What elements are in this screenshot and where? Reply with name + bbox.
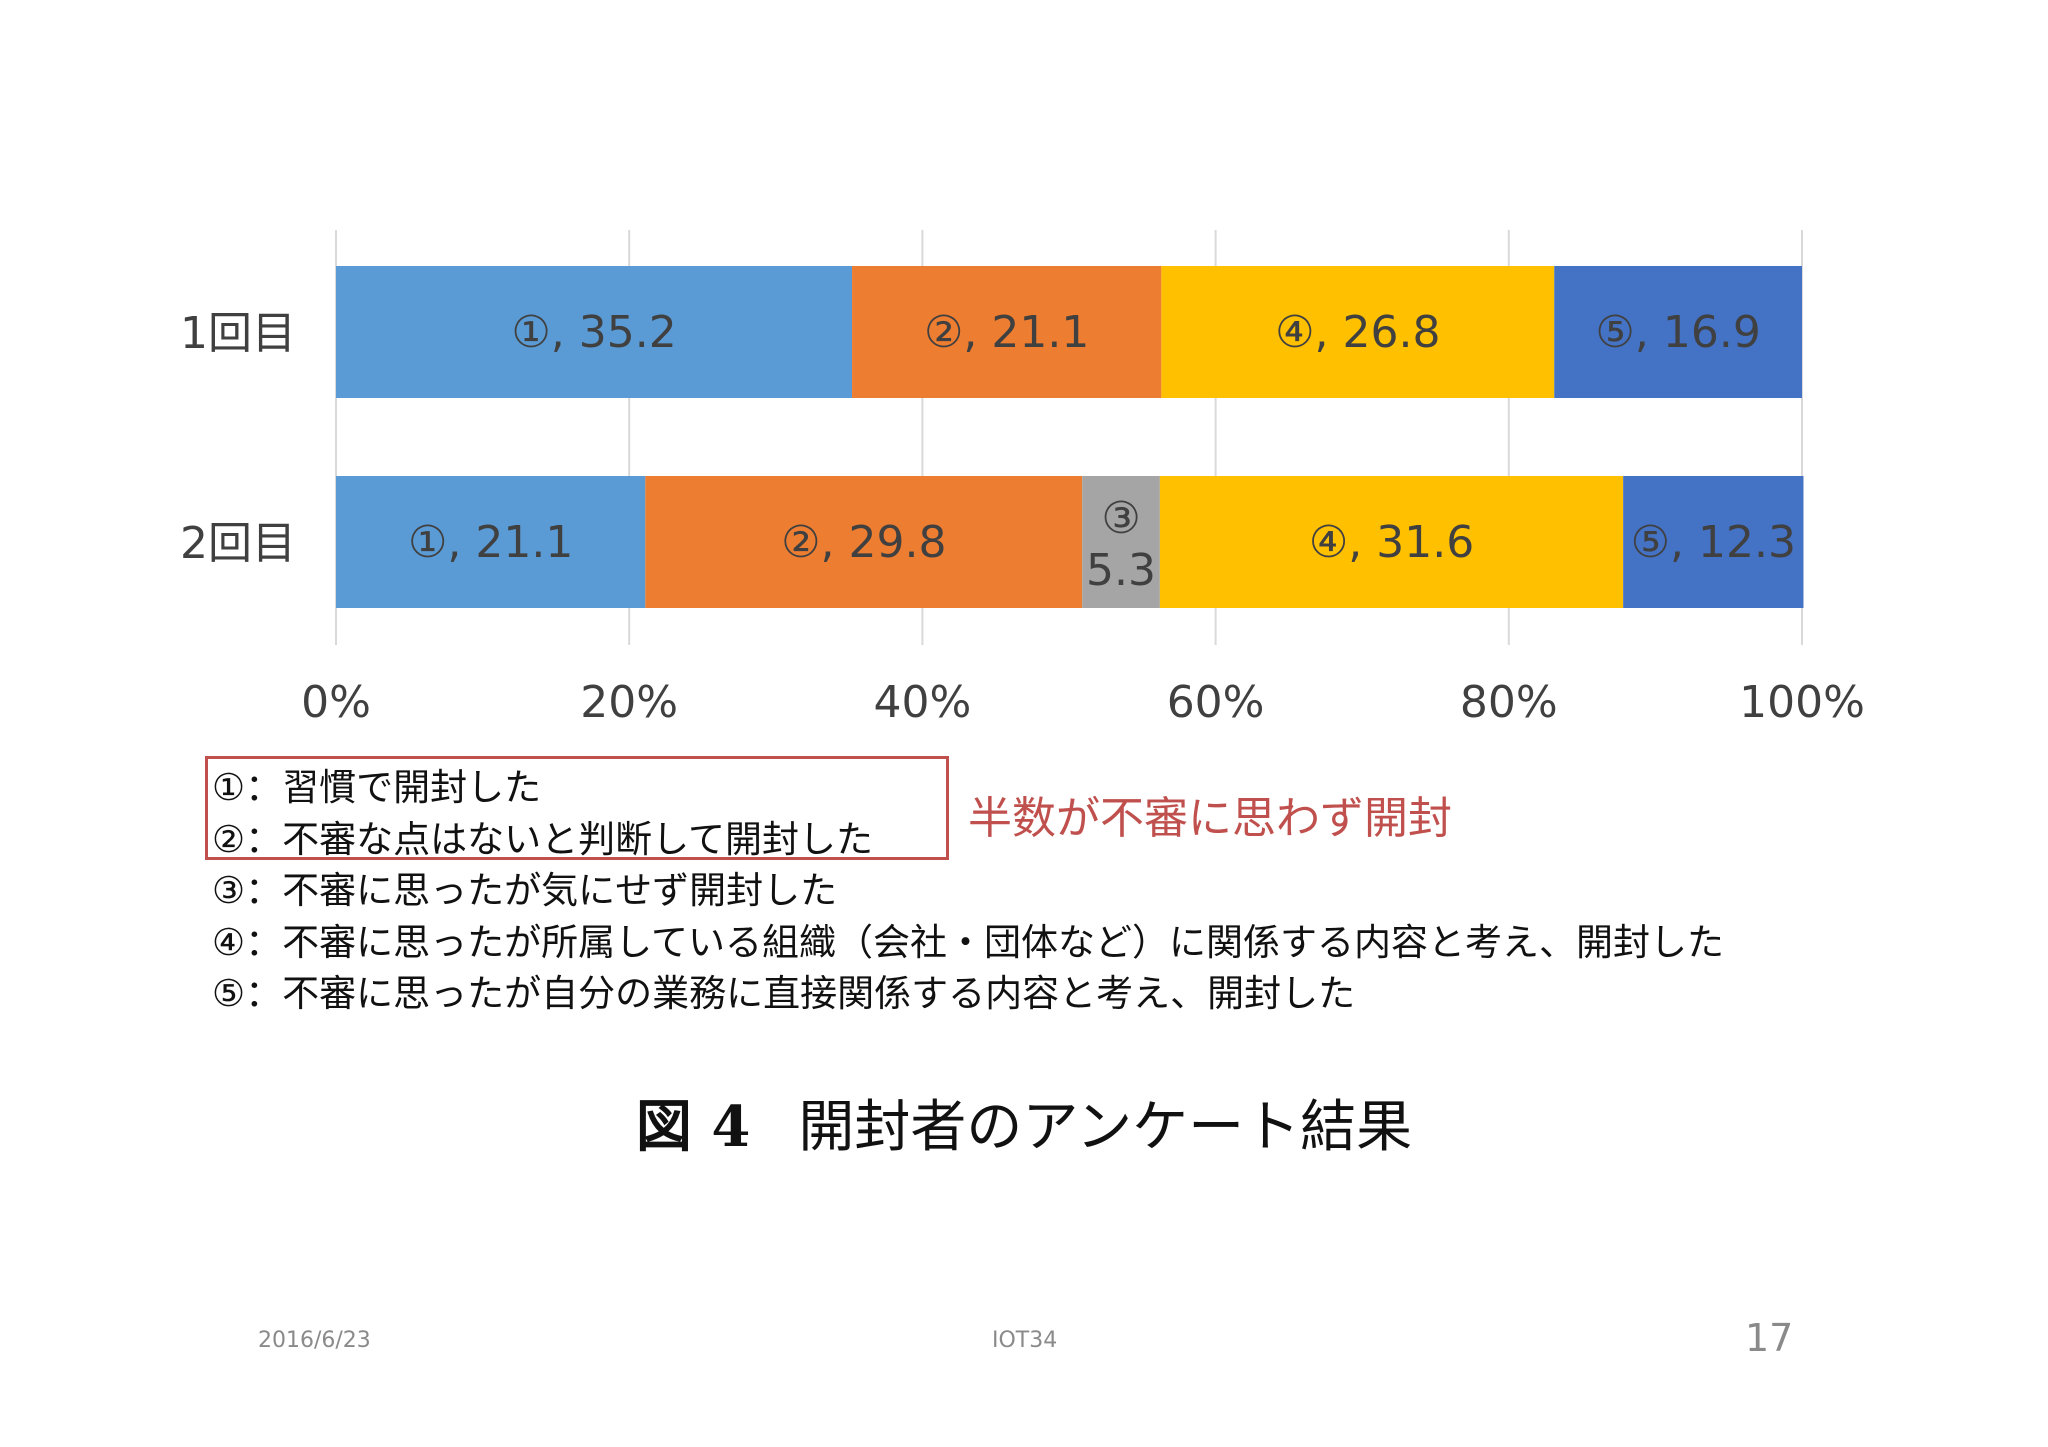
x-tick-label: 40%	[874, 677, 972, 728]
legend-item-5: ⑤：不審に思ったが自分の業務に直接関係する内容と考え、開封した	[212, 972, 1356, 1015]
figure-caption: 図 4 開封者のアンケート結果	[0, 1082, 2048, 1163]
figure-title: 開封者のアンケート結果	[798, 1095, 1413, 1160]
page-number: 17	[1745, 1316, 1794, 1360]
data-label: ④, 26.8	[1275, 307, 1440, 358]
x-tick-label: 60%	[1167, 677, 1265, 728]
data-label: ①, 21.1	[408, 517, 573, 568]
bar-segment	[336, 476, 646, 608]
x-tick-label: 100%	[1739, 677, 1865, 728]
legend-item-4: ④：不審に思ったが所属している組織（会社・団体など）に関係する内容と考え、開封し…	[212, 920, 1725, 964]
figure-number: 図 4	[635, 1094, 751, 1160]
highlight-box	[205, 756, 949, 860]
legend-item-1: ①：習慣で開封した	[212, 766, 542, 809]
data-label: ②, 21.1	[924, 307, 1089, 358]
footer-conference: IOT34	[992, 1328, 1058, 1353]
x-tick-label: 0%	[301, 677, 371, 728]
bar-segment	[1082, 476, 1160, 608]
bar-segment	[1161, 266, 1555, 398]
x-tick-label: 20%	[580, 677, 678, 728]
category-label: 1回目	[180, 308, 296, 359]
bar-segment	[1554, 266, 1802, 398]
category-label: 2回目	[180, 518, 296, 569]
data-label: ②, 29.8	[781, 517, 946, 568]
bar-segment	[1623, 476, 1804, 608]
bar-segment	[336, 266, 853, 398]
data-label: ①, 35.2	[511, 307, 676, 358]
bar-segment	[852, 266, 1162, 398]
x-tick-label: 80%	[1460, 677, 1558, 728]
bar-segment	[1159, 476, 1624, 608]
footer-date: 2016/6/23	[258, 1328, 371, 1353]
data-label: ⑤, 12.3	[1631, 517, 1796, 568]
legend-item-3: ③：不審に思ったが気にせず開封した	[212, 869, 838, 912]
legend: ①：習慣で開封した ②：不審な点はないと判断して開封した ③：不審に思ったが気に…	[212, 762, 1724, 1020]
bar-segment	[645, 476, 1083, 608]
data-label: ⑤, 16.9	[1595, 307, 1760, 358]
annotation-text: 半数が不審に思わず開封	[968, 793, 1452, 844]
data-label: ④, 31.6	[1309, 517, 1474, 568]
data-label: ③ 5.3	[1086, 493, 1156, 596]
legend-item-2: ②：不審な点はないと判断して開封した	[212, 817, 874, 861]
stacked-bar-chart: ①, 35.2 ②, 21.1 ④, 26.8 ⑤, 16.9 1回目 ①, 21.1 ②,…	[180, 230, 1865, 728]
